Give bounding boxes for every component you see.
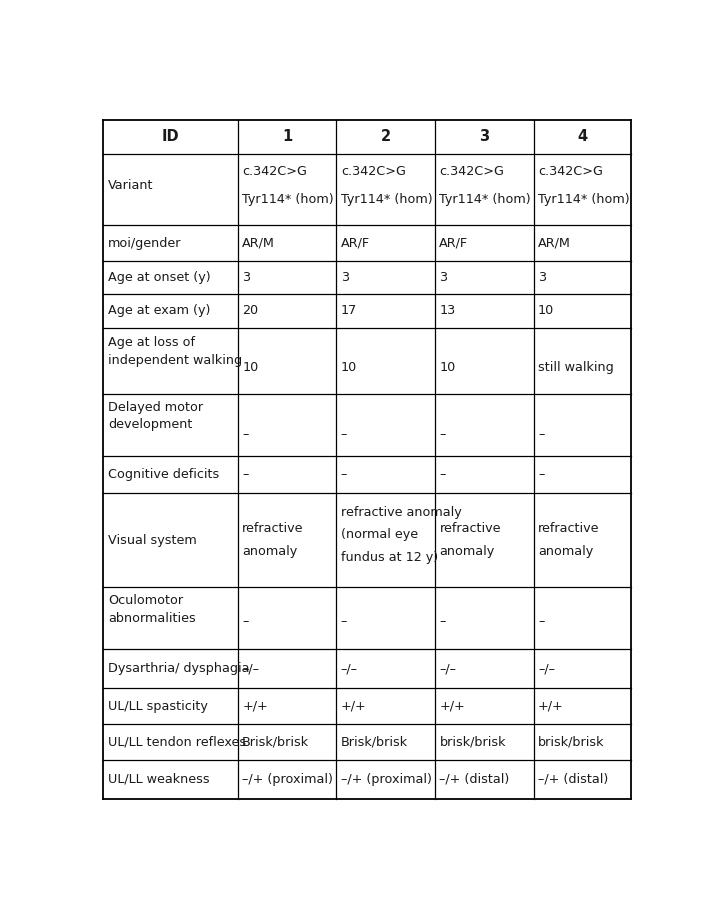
Text: Age at loss of: Age at loss of [108,335,195,348]
Text: –/+ (proximal): –/+ (proximal) [242,773,333,786]
Text: AR/F: AR/F [341,236,370,250]
Text: –/+ (proximal): –/+ (proximal) [341,773,432,786]
Text: Cognitive deficits: Cognitive deficits [108,468,219,481]
Text: c.342C>G: c.342C>G [538,165,603,178]
Text: brisk/brisk: brisk/brisk [440,736,506,749]
Text: –: – [538,427,544,441]
Text: 3: 3 [440,271,448,285]
Text: 10: 10 [242,361,258,374]
Text: –: – [341,468,347,481]
Text: Dysarthria/ dysphagia: Dysarthria/ dysphagia [108,663,249,675]
Text: refractive: refractive [538,523,599,535]
Text: Tyr114* (hom): Tyr114* (hom) [341,194,432,206]
Text: 17: 17 [341,305,357,317]
Text: 10: 10 [538,305,554,317]
Text: 4: 4 [577,129,587,144]
Text: 3: 3 [341,271,349,285]
Text: Tyr114* (hom): Tyr114* (hom) [440,194,531,206]
Text: c.342C>G: c.342C>G [242,165,307,178]
Text: brisk/brisk: brisk/brisk [538,736,604,749]
Text: UL/LL tendon reflexes: UL/LL tendon reflexes [108,736,246,749]
Text: –: – [538,468,544,481]
Text: –/–: –/– [242,663,259,675]
Text: Age at onset (y): Age at onset (y) [108,271,211,285]
Text: Variant: Variant [108,179,153,192]
Text: +/+: +/+ [538,700,563,713]
Text: Brisk/brisk: Brisk/brisk [341,736,408,749]
Text: Brisk/brisk: Brisk/brisk [242,736,309,749]
Text: –: – [341,427,347,441]
Text: refractive: refractive [242,523,304,535]
Text: Visual system: Visual system [108,534,197,546]
Text: anomaly: anomaly [440,544,495,558]
Text: Tyr114* (hom): Tyr114* (hom) [242,194,334,206]
Text: ID: ID [162,129,180,144]
Text: anomaly: anomaly [538,544,594,558]
Text: moi/gender: moi/gender [108,236,181,250]
Text: (normal eye: (normal eye [341,528,418,541]
Text: +/+: +/+ [341,700,367,713]
Text: c.342C>G: c.342C>G [440,165,504,178]
Text: –: – [440,468,446,481]
Text: –/–: –/– [341,663,358,675]
Text: Delayed motor: Delayed motor [108,401,203,414]
Text: +/+: +/+ [242,700,268,713]
Text: still walking: still walking [538,361,614,374]
Text: 10: 10 [440,361,455,374]
Text: –/–: –/– [440,663,456,675]
Text: 10: 10 [341,361,357,374]
Text: development: development [108,418,192,432]
Text: +/+: +/+ [440,700,465,713]
Text: 3: 3 [538,271,546,285]
Text: –: – [242,614,248,628]
Text: UL/LL spasticity: UL/LL spasticity [108,700,208,713]
Text: anomaly: anomaly [242,544,297,558]
Text: refractive: refractive [440,523,501,535]
Text: refractive anomaly: refractive anomaly [341,505,462,519]
Text: AR/M: AR/M [242,236,275,250]
Text: Age at exam (y): Age at exam (y) [108,305,211,317]
Text: 3: 3 [242,271,251,285]
Text: 13: 13 [440,305,455,317]
Text: 3: 3 [479,129,489,144]
Text: –/+ (distal): –/+ (distal) [440,773,510,786]
Text: abnormalities: abnormalities [108,612,195,625]
Text: independent walking: independent walking [108,354,242,367]
Text: 1: 1 [282,129,292,144]
Text: Oculomotor: Oculomotor [108,594,183,607]
Text: –/–: –/– [538,663,555,675]
Text: –: – [242,468,248,481]
Text: AR/F: AR/F [440,236,468,250]
Text: Tyr114* (hom): Tyr114* (hom) [538,194,629,206]
Text: fundus at 12 y): fundus at 12 y) [341,551,438,564]
Text: –: – [538,614,544,628]
Text: 20: 20 [242,305,258,317]
Text: –: – [440,614,446,628]
Text: –/+ (distal): –/+ (distal) [538,773,608,786]
Text: –: – [242,427,248,441]
Text: –: – [440,427,446,441]
Text: UL/LL weakness: UL/LL weakness [108,773,210,786]
Text: 2: 2 [381,129,391,144]
Text: AR/M: AR/M [538,236,571,250]
Text: –: – [341,614,347,628]
Text: c.342C>G: c.342C>G [341,165,406,178]
